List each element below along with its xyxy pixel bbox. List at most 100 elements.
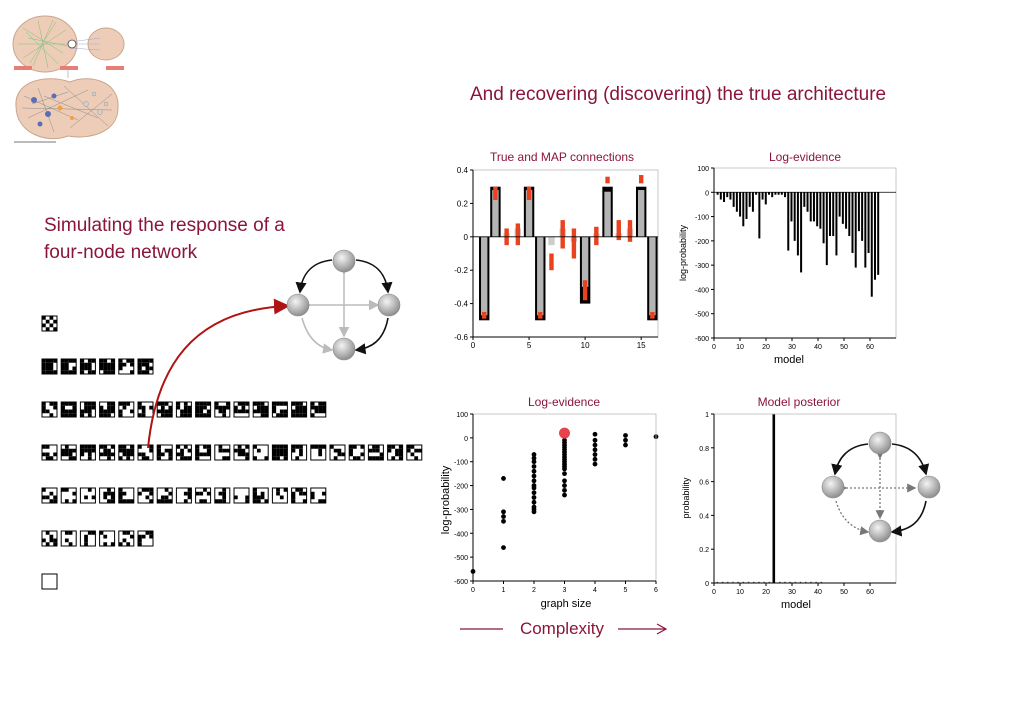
matrix-cell <box>107 366 111 371</box>
matrix-cell <box>64 531 69 535</box>
matrix-cell <box>322 491 326 496</box>
matrix-cell <box>80 452 85 457</box>
matrix-cell <box>226 402 230 406</box>
evidence-bar <box>790 192 793 222</box>
matrix-cell <box>322 402 326 406</box>
matrix-cell <box>61 359 65 363</box>
matrix-cell <box>141 456 146 460</box>
matrix-cell <box>180 452 184 457</box>
matrix-cell <box>234 448 238 453</box>
matrix-cell <box>322 499 326 503</box>
map-bar <box>537 236 544 316</box>
evidence-bar <box>825 192 828 266</box>
matrix-cell <box>206 452 211 457</box>
matrix-cell <box>398 456 403 460</box>
matrix-cell <box>203 499 207 503</box>
data-point <box>531 509 537 515</box>
data-point <box>592 447 598 453</box>
matrix-cell <box>107 499 111 503</box>
matrix-cell <box>64 362 69 367</box>
matrix-cell <box>87 531 92 535</box>
matrix-cell <box>168 405 173 410</box>
matrix-cell <box>141 405 146 410</box>
evidence-bar <box>845 192 848 229</box>
evidence-bar <box>854 192 857 268</box>
matrix-cell <box>183 405 188 410</box>
matrix-cell <box>234 405 238 410</box>
matrix-cell <box>187 405 192 410</box>
x-tick-label: 15 <box>637 341 646 350</box>
evidence-bar <box>748 192 751 207</box>
matrix-cell <box>49 456 54 460</box>
matrix-cell <box>61 362 65 367</box>
matrix-cell <box>314 409 319 414</box>
matrix-cell <box>91 370 96 374</box>
matrix-cell <box>42 538 46 543</box>
map-bar <box>548 236 555 246</box>
adjacency-matrix <box>214 401 231 418</box>
matrix-cell <box>45 359 50 363</box>
matrix-cell <box>49 499 54 503</box>
matrix-cell <box>84 448 88 453</box>
adjacency-matrix <box>41 444 58 461</box>
matrix-cell <box>80 359 85 363</box>
matrix-cell <box>245 409 249 414</box>
evidence-bar <box>864 192 867 268</box>
x-tick-label: 50 <box>840 589 848 596</box>
matrix-cell <box>84 538 88 543</box>
matrix-cell <box>64 488 69 492</box>
data-point <box>562 478 567 484</box>
matrix-cell <box>283 448 288 453</box>
matrix-cell <box>42 405 46 410</box>
matrix-cell <box>372 445 376 449</box>
adjacency-matrix <box>310 444 327 461</box>
matrix-cell <box>295 456 300 460</box>
matrix-cell <box>272 445 277 449</box>
evidence-bar <box>751 192 754 212</box>
matrix-cell <box>80 362 85 367</box>
matrix-cell <box>110 452 115 457</box>
adjacency-matrix <box>79 444 96 461</box>
data-point <box>562 466 567 472</box>
matrix-cell <box>72 405 77 410</box>
matrix-cell <box>260 405 265 410</box>
matrix-cell <box>118 499 123 503</box>
matrix-cell <box>199 402 204 406</box>
matrix-cell <box>283 402 288 406</box>
matrix-cell <box>291 491 296 496</box>
matrix-cell <box>42 316 46 320</box>
matrix-cell <box>42 370 46 374</box>
matrix-cell <box>276 445 280 449</box>
matrix-cell <box>160 499 165 503</box>
matrix-cell <box>72 402 77 406</box>
matrix-cell <box>149 366 153 371</box>
matrix-cell <box>203 445 207 449</box>
matrix-cell <box>80 366 85 371</box>
matrix-cell <box>103 491 108 496</box>
matrix-cell <box>126 402 131 406</box>
matrix-cell <box>318 452 323 457</box>
matrix-cell <box>49 323 54 328</box>
matrix-cell <box>138 534 142 539</box>
matrix-cell <box>168 413 173 417</box>
data-point <box>531 478 537 484</box>
matrix-cell <box>299 409 303 414</box>
evidence-bar <box>784 192 787 198</box>
data-point <box>562 483 567 488</box>
evidence-bar <box>780 192 783 195</box>
matrix-cell <box>341 452 345 457</box>
matrix-cell <box>84 362 88 367</box>
matrix-cell <box>195 445 200 449</box>
matrix-cell <box>375 448 380 453</box>
matrix-cell <box>145 370 150 374</box>
matrix-cell <box>91 405 96 410</box>
matrix-cell <box>372 456 376 460</box>
matrix-cell <box>45 370 50 374</box>
matrix-cell <box>138 491 142 496</box>
matrix-cell <box>218 445 223 449</box>
map-bar <box>525 190 533 237</box>
matrix-cell <box>53 319 57 324</box>
evidence-bar <box>726 192 729 198</box>
data-point <box>531 490 537 496</box>
matrix-cell <box>234 409 238 414</box>
